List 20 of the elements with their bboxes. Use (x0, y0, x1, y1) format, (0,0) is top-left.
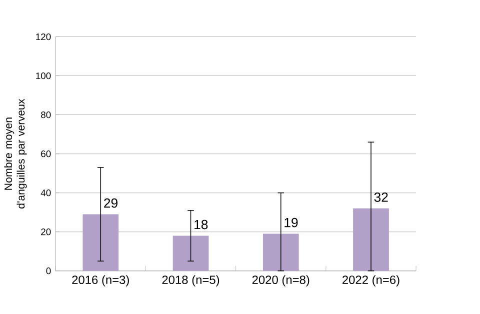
bar (82, 214, 119, 271)
data-label: 19 (284, 218, 298, 228)
y-tick-label: 120 (36, 33, 51, 40)
data-label: 18 (194, 220, 208, 230)
x-tick-label: 2022 (n=6) (342, 275, 400, 286)
bar (353, 208, 389, 271)
bar (172, 236, 209, 271)
y-tick-label: 100 (36, 72, 51, 80)
y-tick-label: 80 (41, 111, 51, 118)
y-tick-label: 20 (41, 228, 51, 236)
y-axis-title: Nombre moyen d'anguilles par verveux (4, 98, 27, 208)
x-tick-label: 2020 (n=8) (252, 275, 310, 286)
y-tick-label: 0 (46, 267, 51, 274)
x-tick-label: 2018 (n=5) (162, 275, 220, 286)
data-label: 29 (104, 198, 118, 208)
y-tick-label: 60 (41, 150, 51, 158)
x-tick-label: 2016 (n=3) (72, 275, 129, 286)
y-tick-label: 40 (40, 189, 51, 196)
data-label: 32 (374, 192, 388, 202)
bar (262, 234, 299, 271)
